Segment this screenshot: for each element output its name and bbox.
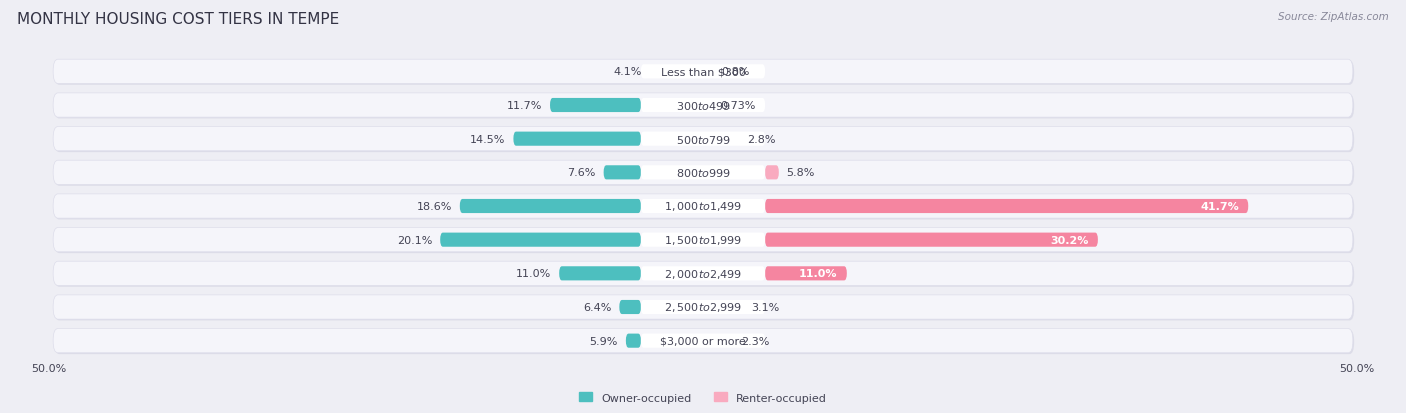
FancyBboxPatch shape	[440, 233, 641, 247]
Text: $300 to $499: $300 to $499	[675, 100, 731, 112]
FancyBboxPatch shape	[53, 161, 1353, 185]
FancyBboxPatch shape	[53, 261, 1353, 286]
FancyBboxPatch shape	[603, 166, 641, 180]
FancyBboxPatch shape	[55, 95, 1354, 119]
Text: 3.1%: 3.1%	[751, 302, 780, 312]
Text: Source: ZipAtlas.com: Source: ZipAtlas.com	[1278, 12, 1389, 22]
Text: 11.0%: 11.0%	[799, 269, 838, 279]
Text: 2.8%: 2.8%	[748, 134, 776, 144]
FancyBboxPatch shape	[641, 334, 765, 348]
FancyBboxPatch shape	[53, 228, 1353, 252]
Text: 7.6%: 7.6%	[568, 168, 596, 178]
FancyBboxPatch shape	[641, 300, 765, 314]
FancyBboxPatch shape	[550, 99, 641, 113]
FancyBboxPatch shape	[460, 199, 641, 214]
Text: Less than $300: Less than $300	[661, 67, 745, 77]
Text: 41.7%: 41.7%	[1201, 202, 1239, 211]
Text: $2,000 to $2,499: $2,000 to $2,499	[664, 267, 742, 280]
Text: 18.6%: 18.6%	[416, 202, 451, 211]
Text: 0.73%: 0.73%	[720, 101, 756, 111]
Text: 0.8%: 0.8%	[721, 67, 749, 77]
FancyBboxPatch shape	[765, 199, 1249, 214]
FancyBboxPatch shape	[55, 297, 1354, 320]
FancyBboxPatch shape	[765, 267, 846, 281]
FancyBboxPatch shape	[641, 233, 765, 247]
Text: 11.7%: 11.7%	[506, 101, 543, 111]
FancyBboxPatch shape	[641, 132, 765, 146]
Text: $500 to $799: $500 to $799	[675, 133, 731, 145]
Text: 14.5%: 14.5%	[470, 134, 506, 144]
Text: $3,000 or more: $3,000 or more	[661, 336, 745, 346]
Text: MONTHLY HOUSING COST TIERS IN TEMPE: MONTHLY HOUSING COST TIERS IN TEMPE	[17, 12, 339, 27]
FancyBboxPatch shape	[55, 162, 1354, 186]
FancyBboxPatch shape	[53, 195, 1353, 218]
FancyBboxPatch shape	[765, 233, 1098, 247]
FancyBboxPatch shape	[626, 334, 641, 348]
FancyBboxPatch shape	[53, 127, 1353, 152]
FancyBboxPatch shape	[55, 62, 1354, 85]
Text: $800 to $999: $800 to $999	[675, 167, 731, 179]
FancyBboxPatch shape	[55, 330, 1354, 354]
Text: 4.1%: 4.1%	[613, 67, 641, 77]
Text: 2.3%: 2.3%	[741, 336, 769, 346]
Legend: Owner-occupied, Renter-occupied: Owner-occupied, Renter-occupied	[579, 392, 827, 403]
Text: $1,500 to $1,999: $1,500 to $1,999	[664, 234, 742, 247]
FancyBboxPatch shape	[53, 329, 1353, 353]
FancyBboxPatch shape	[641, 166, 765, 180]
Text: 20.1%: 20.1%	[396, 235, 432, 245]
FancyBboxPatch shape	[53, 60, 1353, 84]
FancyBboxPatch shape	[765, 166, 779, 180]
Text: 11.0%: 11.0%	[516, 269, 551, 279]
FancyBboxPatch shape	[641, 65, 765, 79]
FancyBboxPatch shape	[619, 300, 641, 314]
FancyBboxPatch shape	[641, 199, 765, 214]
FancyBboxPatch shape	[641, 267, 765, 281]
FancyBboxPatch shape	[55, 263, 1354, 287]
Text: 6.4%: 6.4%	[583, 302, 612, 312]
Text: $1,000 to $1,499: $1,000 to $1,499	[664, 200, 742, 213]
FancyBboxPatch shape	[55, 128, 1354, 153]
Text: 5.8%: 5.8%	[787, 168, 815, 178]
Text: 30.2%: 30.2%	[1050, 235, 1088, 245]
Text: $2,500 to $2,999: $2,500 to $2,999	[664, 301, 742, 314]
FancyBboxPatch shape	[513, 132, 641, 146]
Text: 5.9%: 5.9%	[589, 336, 619, 346]
FancyBboxPatch shape	[641, 99, 765, 113]
FancyBboxPatch shape	[53, 94, 1353, 118]
FancyBboxPatch shape	[55, 229, 1354, 254]
FancyBboxPatch shape	[560, 267, 641, 281]
FancyBboxPatch shape	[55, 196, 1354, 220]
FancyBboxPatch shape	[53, 295, 1353, 319]
